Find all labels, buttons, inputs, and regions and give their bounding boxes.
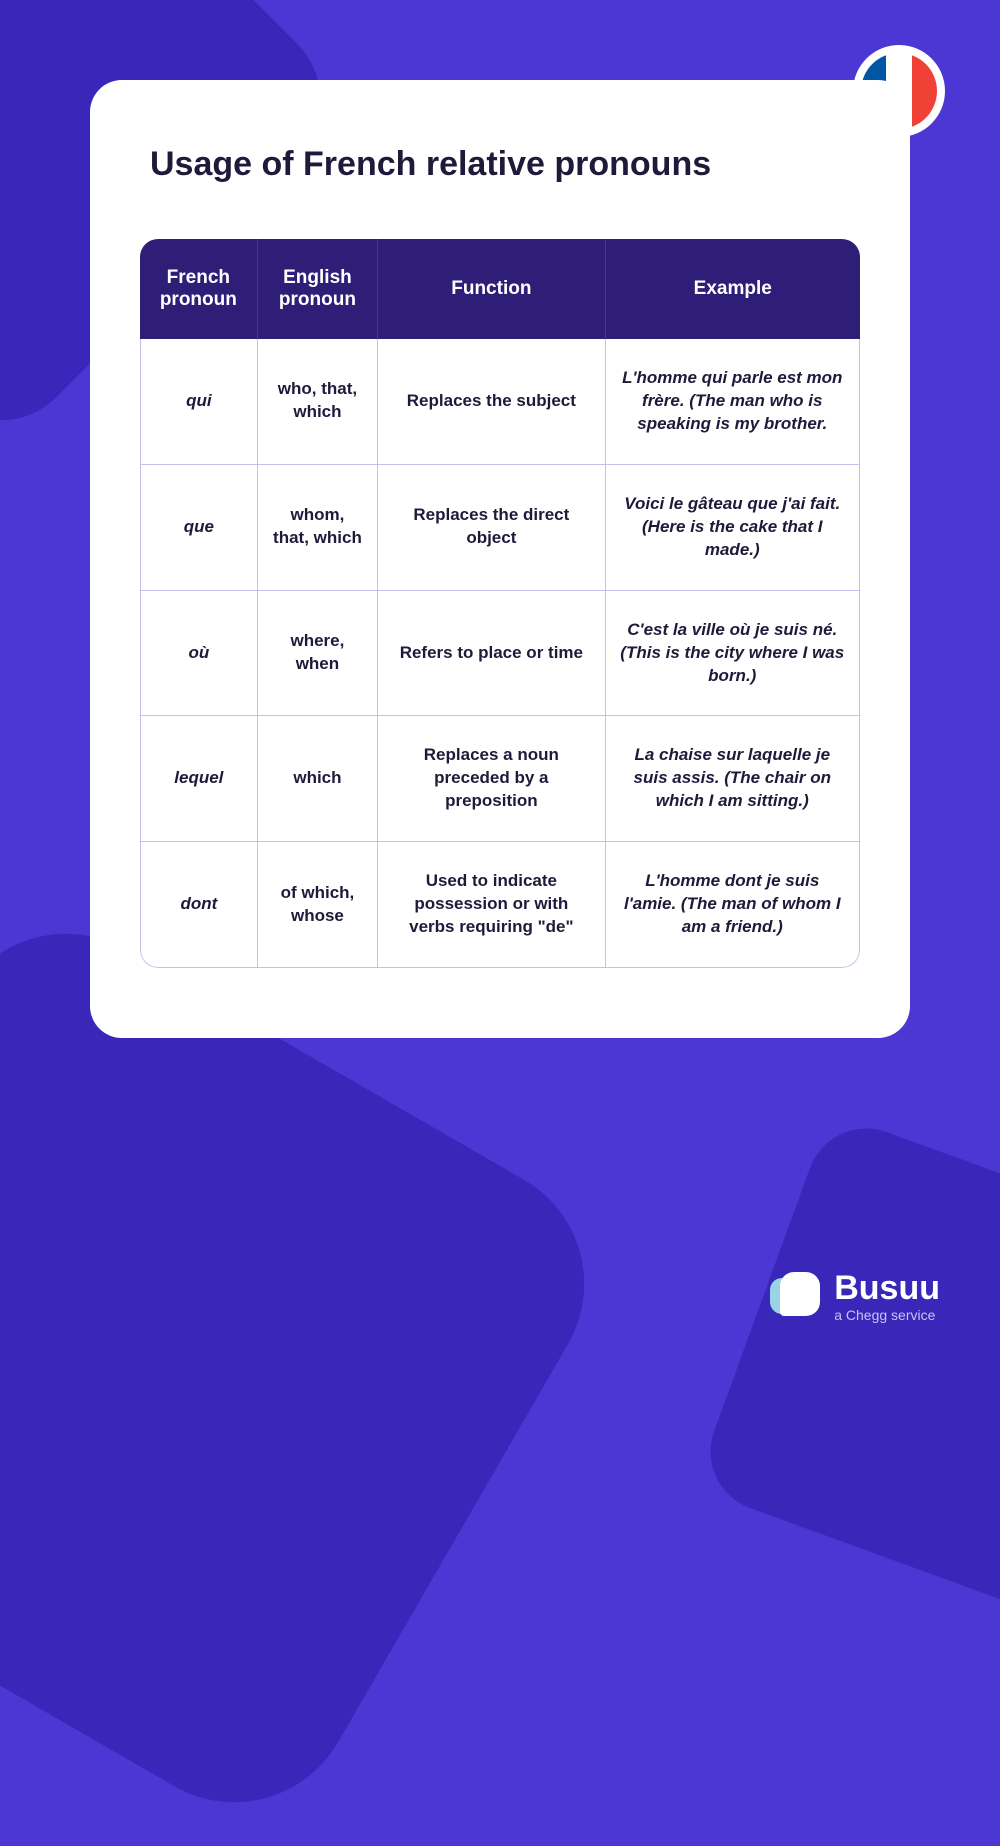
table-row: quewhom, that, whichReplaces the direct … [140, 465, 860, 591]
cell-english: who, that, which [258, 339, 378, 465]
cell-english: whom, that, which [258, 465, 378, 591]
cell-example: C'est la ville où je suis né. (This is t… [606, 591, 860, 717]
cell-example: L'homme qui parle est mon frère. (The ma… [606, 339, 860, 465]
table-row: lequelwhichReplaces a noun preceded by a… [140, 716, 860, 842]
cell-function: Replaces the direct object [378, 465, 605, 591]
table-row: dontof which, whoseUsed to indicate poss… [140, 842, 860, 968]
footer-logo: Busuu a Chegg service [770, 1271, 940, 1323]
cell-function: Used to indicate possession or with verb… [378, 842, 605, 968]
cell-french: lequel [140, 716, 258, 842]
col-example: Example [606, 239, 860, 339]
cell-function: Replaces the subject [378, 339, 605, 465]
col-english: English pronoun [258, 239, 378, 339]
table-row: oùwhere, whenRefers to place or timeC'es… [140, 591, 860, 717]
bg-shape [694, 1112, 1000, 1625]
cell-english: which [258, 716, 378, 842]
table-row: quiwho, that, whichReplaces the subjectL… [140, 339, 860, 465]
page-title: Usage of French relative pronouns [150, 145, 860, 184]
busuu-icon [770, 1272, 820, 1322]
col-french: French pronoun [140, 239, 258, 339]
col-function: Function [378, 239, 605, 339]
cell-french: où [140, 591, 258, 717]
cell-english: where, when [258, 591, 378, 717]
cell-function: Replaces a noun preceded by a prepositio… [378, 716, 605, 842]
cell-example: L'homme dont je suis l'amie. (The man of… [606, 842, 860, 968]
cell-english: of which, whose [258, 842, 378, 968]
cell-example: Voici le gâteau que j'ai fait. (Here is … [606, 465, 860, 591]
content-card: Usage of French relative pronouns French… [90, 80, 910, 1038]
cell-function: Refers to place or time [378, 591, 605, 717]
brand-name: Busuu [834, 1271, 940, 1305]
cell-french: qui [140, 339, 258, 465]
cell-french: que [140, 465, 258, 591]
pronoun-table: French pronoun English pronoun Function … [140, 239, 860, 968]
cell-french: dont [140, 842, 258, 968]
brand-tagline: a Chegg service [834, 1307, 940, 1323]
cell-example: La chaise sur laquelle je suis assis. (T… [606, 716, 860, 842]
